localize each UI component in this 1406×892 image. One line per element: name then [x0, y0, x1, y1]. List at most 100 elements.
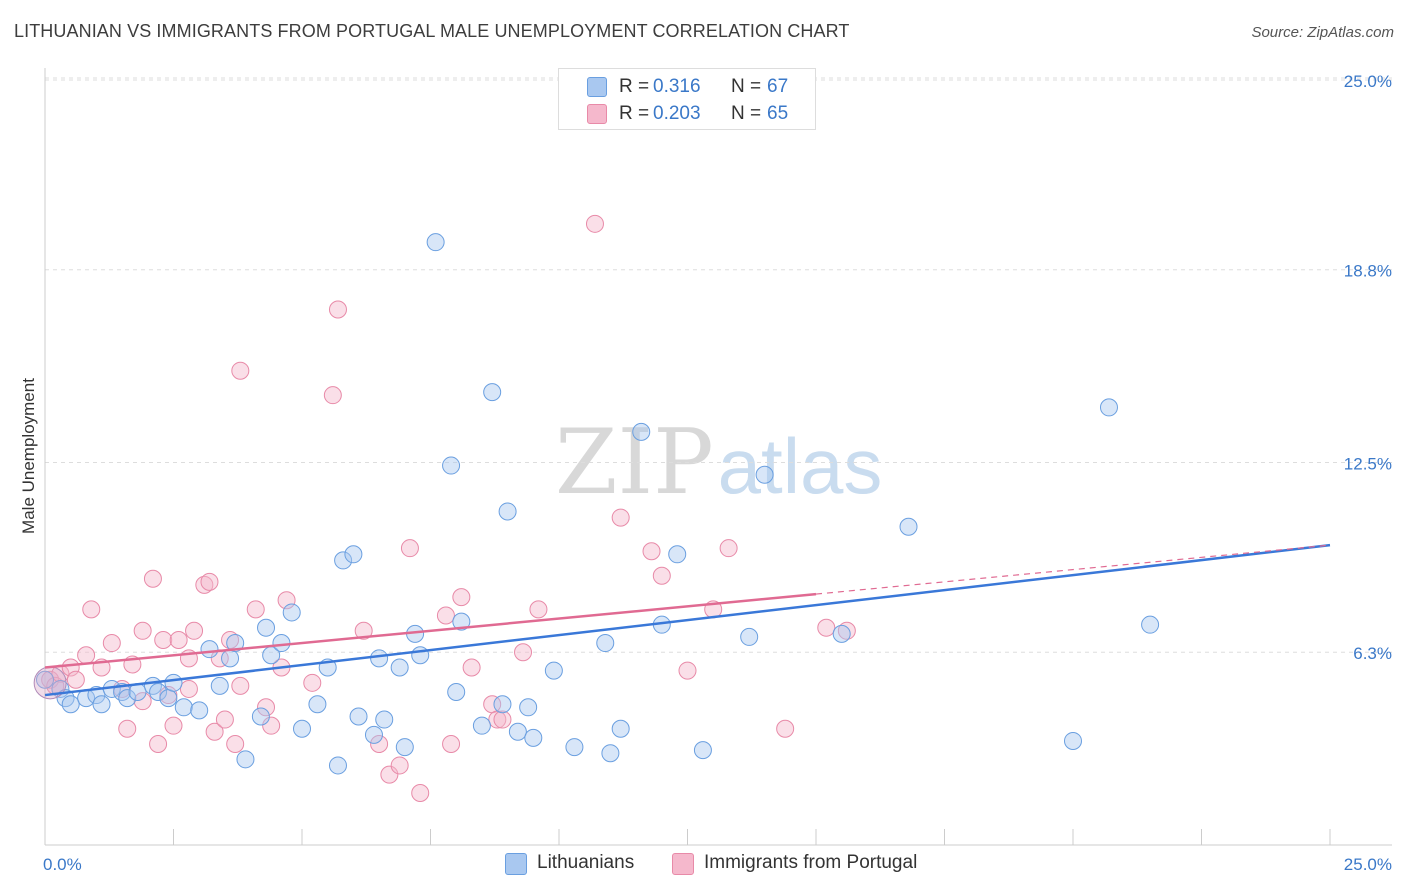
lithuanian-point [92, 695, 111, 714]
legend-n-value: 67 [767, 76, 789, 97]
portugal-point [226, 735, 245, 754]
portugal-point [442, 735, 461, 754]
portugal-point [215, 710, 234, 729]
portugal-point [133, 621, 152, 640]
lithuanian-point [899, 517, 918, 536]
portugal-trend-extension [815, 544, 1331, 595]
portugal-point [837, 621, 856, 640]
portugal-point [776, 719, 795, 738]
lithuanian-point [257, 618, 276, 637]
portugal-point [143, 569, 162, 588]
lithuanian-point [334, 551, 353, 570]
portugal-point [133, 692, 152, 711]
portugal-trend-line [44, 592, 817, 669]
legend-r-value: 0.203 [653, 103, 701, 124]
y-tick-label: 12.5% [1344, 455, 1392, 474]
source-label: Source: ZipAtlas.com [1251, 24, 1394, 41]
lithuanian-point [498, 502, 517, 521]
legend-n-label: N = [731, 103, 762, 124]
lithuanian-point [328, 756, 347, 775]
lithuanian-point [61, 695, 80, 714]
lithuanian-point [190, 701, 209, 720]
portugal-point [41, 670, 60, 689]
lithuanian-point [344, 545, 363, 564]
portugal-point [205, 722, 224, 741]
lithuanian-point [632, 422, 651, 441]
lithuanian-point [370, 649, 389, 668]
portugal-point [118, 719, 137, 738]
lithuanian-point [221, 649, 240, 668]
watermark-atlas: atlas [717, 422, 883, 510]
portugal-point [436, 606, 455, 625]
portugal-point [231, 361, 250, 380]
lithuanian-point [832, 624, 851, 643]
portugal-point [246, 600, 265, 619]
legend-swatch-blue [587, 77, 607, 97]
lithuanian-point [349, 707, 368, 726]
portugal-point [102, 634, 121, 653]
bottom-legend-label: Lithuanians [537, 852, 635, 873]
legend-swatch-pink [587, 104, 607, 124]
portugal-point [195, 575, 214, 594]
y-tick-label: 18.8% [1344, 262, 1392, 281]
legend-n-label: N = [731, 76, 762, 97]
portugal-point [179, 679, 198, 698]
lithuanian-point [251, 707, 270, 726]
bottom-legend-swatch-pink [672, 853, 694, 875]
lithuanian-point [472, 716, 491, 735]
portugal-point [303, 673, 322, 692]
portugal-point [411, 783, 430, 802]
chart-title: LITHUANIAN VS IMMIGRANTS FROM PORTUGAL M… [14, 21, 850, 41]
lithuanian-point [149, 683, 168, 701]
portugal-point [400, 539, 419, 558]
lithuanian-point [395, 738, 414, 757]
lithuanian-point [452, 612, 471, 631]
portugal-point [529, 600, 548, 619]
portugal-point [817, 618, 836, 637]
portugal-point [370, 735, 389, 754]
lithuanian-point [611, 719, 630, 738]
portugal-point [585, 214, 604, 233]
lithuanian-point [519, 698, 538, 717]
lithuanian-point [159, 689, 178, 708]
lithuanian-point [1064, 731, 1082, 750]
portugal-point [462, 658, 481, 677]
x-tick-label: 25.0% [1344, 855, 1392, 874]
portugal-point [514, 643, 533, 662]
portugal-point [354, 621, 373, 640]
y-tick-label: 25.0% [1344, 72, 1392, 91]
bottom-legend-swatch-blue [505, 853, 527, 875]
lithuanian-point [524, 728, 543, 747]
y-axis-label: Male Unemployment [19, 378, 38, 534]
portugal-point [493, 710, 512, 729]
trend-lines [44, 543, 1331, 697]
portugal-point [66, 670, 85, 689]
portugal-point [200, 572, 219, 591]
series-lithuanians-points [33, 233, 1160, 775]
lithuanian-point [483, 383, 502, 402]
axes [44, 68, 1392, 846]
lithuanian-point [755, 465, 774, 484]
lithuanian-point [740, 627, 759, 646]
x-tick-labels: 0.0% 25.0% [43, 855, 1392, 874]
legend-n-value: 65 [767, 103, 789, 124]
portugal-point [678, 661, 697, 680]
lithuanian-point [596, 634, 615, 653]
lithuanians-trend-line [44, 543, 1331, 697]
lithuanian-point [1141, 615, 1160, 634]
portugal-point [82, 600, 101, 619]
lithuanian-point [601, 744, 620, 763]
lithuanian-point [200, 640, 219, 659]
legend-r-value: 0.316 [653, 76, 701, 97]
lithuanian-point [118, 689, 137, 708]
lithuanian-point [426, 233, 445, 252]
lithuanian-point [508, 722, 527, 741]
lithuanian-point [272, 634, 291, 653]
lithuanian-point [390, 658, 409, 677]
portugal-point [154, 630, 173, 649]
portugal-point [231, 676, 250, 695]
portugal-point [169, 630, 188, 649]
legend-r-label: R = [619, 103, 650, 124]
lithuanian-point [174, 698, 193, 717]
portugal-point [149, 735, 168, 754]
